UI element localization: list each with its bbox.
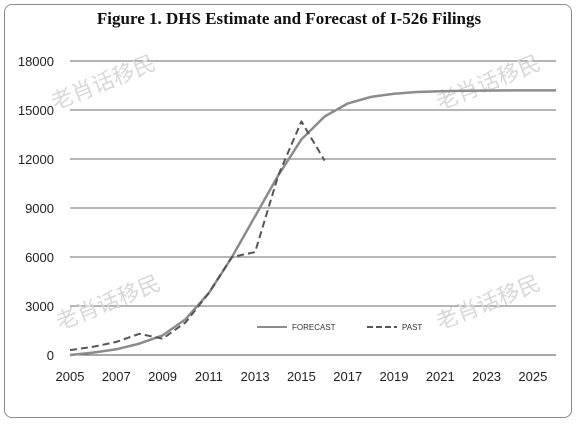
y-tick-label: 12000 (18, 152, 54, 167)
legend: FORECAST PAST (257, 323, 422, 332)
x-tick-label: 2007 (102, 369, 131, 384)
x-tick-label: 2021 (426, 369, 455, 384)
x-tick-labels: 2005 2007 2009 2011 2013 2015 2017 2019 2021 2023… (56, 369, 548, 384)
x-tick-label: 2009 (148, 369, 177, 384)
y-tick-label: 6000 (25, 250, 54, 265)
x-tick-label: 2019 (380, 369, 409, 384)
y-tick-label: 15000 (18, 103, 54, 118)
x-tick-label: 2023 (472, 369, 501, 384)
y-tick-labels: 0 3000 6000 9000 12000 15000 18000 (18, 54, 54, 363)
x-tick-label: 2015 (287, 369, 316, 384)
chart-title: Figure 1. DHS Estimate and Forecast of I… (96, 9, 482, 28)
y-tick-label: 9000 (25, 201, 54, 216)
y-tick-label: 3000 (25, 299, 54, 314)
x-tick-label: 2013 (241, 369, 270, 384)
chart-frame (4, 4, 572, 418)
y-tick-label: 0 (47, 348, 54, 363)
watermark: 老肖话移民 (433, 271, 544, 335)
x-tick-label: 2025 (518, 369, 547, 384)
series-line-forecast (69, 89, 556, 357)
watermark: 老肖话移民 (53, 271, 164, 335)
x-tick-label: 2005 (56, 369, 85, 384)
series-lines (69, 89, 556, 357)
legend-label-past: PAST (402, 323, 422, 332)
x-tick-label: 2011 (195, 369, 223, 384)
y-tick-label: 18000 (18, 54, 54, 69)
x-tick-label: 2017 (333, 369, 362, 384)
gridlines (70, 60, 556, 307)
legend-label-forecast: FORECAST (292, 323, 336, 332)
